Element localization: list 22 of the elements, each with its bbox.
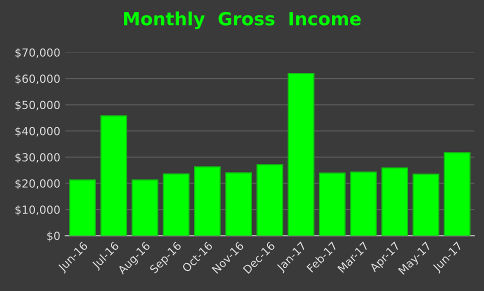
bar: [444, 152, 471, 236]
bar: [288, 73, 314, 236]
y-tick-label: $40,000: [15, 126, 60, 137]
bar: [256, 164, 284, 236]
bar: [100, 115, 128, 236]
bar: [412, 174, 440, 236]
y-tick-label: $0: [47, 231, 60, 242]
bar: [162, 173, 190, 236]
y-tick-label: $30,000: [15, 152, 60, 163]
y-tick-label: $70,000: [15, 48, 60, 58]
bar: [194, 166, 221, 236]
chart-title: Monthly Gross Income: [124, 12, 361, 30]
bar: [69, 179, 96, 236]
bar: [381, 167, 408, 236]
y-tick-label: $20,000: [15, 179, 60, 190]
bar: [132, 179, 158, 236]
bar: [225, 172, 252, 236]
y-tick-label: $50,000: [15, 100, 60, 111]
bar: [318, 172, 346, 236]
y-tick-label: $10,000: [15, 205, 60, 216]
y-tick-label: $60,000: [15, 74, 60, 84]
bar: [350, 172, 377, 236]
